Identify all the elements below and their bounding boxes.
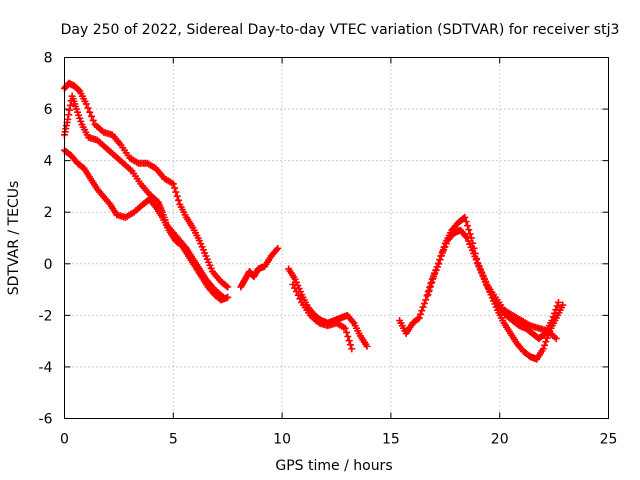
data-point — [420, 299, 428, 307]
data-point — [224, 293, 232, 301]
data-point — [433, 263, 441, 271]
series-segment-d — [237, 244, 282, 291]
data-point — [291, 284, 299, 292]
data-point — [65, 111, 73, 119]
data-point — [274, 244, 282, 252]
data-point — [169, 180, 177, 188]
data-point — [461, 213, 469, 221]
series-trace-a — [61, 79, 232, 291]
data-point — [348, 345, 356, 353]
data-point — [552, 306, 560, 314]
data-point — [66, 106, 74, 114]
series-segment-f — [289, 280, 356, 353]
data-point — [66, 101, 74, 109]
data-point — [84, 104, 92, 112]
data-point — [75, 86, 83, 94]
y-tick-label: -4 — [39, 360, 53, 376]
data-point — [224, 283, 232, 291]
data-point — [64, 115, 72, 123]
y-tick-label: 6 — [44, 102, 53, 118]
data-point — [363, 342, 371, 350]
data-point — [415, 314, 423, 322]
data-point — [548, 317, 556, 325]
data-point — [541, 341, 549, 349]
data-point — [552, 335, 560, 343]
data-point — [414, 315, 422, 323]
data-point — [343, 328, 351, 336]
data-point — [549, 313, 557, 321]
series-trace-c — [61, 146, 232, 304]
tick-labels: 0 5 10 15 20 25 -6 -4 -2 0 2 4 6 8 — [39, 51, 618, 448]
grid-lines — [64, 57, 609, 419]
data-point — [346, 341, 354, 349]
series-trace-b — [61, 92, 227, 301]
data-point — [345, 337, 353, 345]
data-point — [344, 333, 352, 341]
data-point — [173, 192, 181, 200]
data-point — [465, 226, 473, 234]
data-point — [551, 309, 559, 317]
data-point — [428, 278, 436, 286]
data-point — [427, 282, 435, 290]
data-point — [416, 310, 424, 318]
data-point — [422, 296, 430, 304]
x-tick-label: 0 — [60, 432, 69, 448]
data-point — [542, 338, 550, 346]
data-point — [462, 217, 470, 225]
data-point — [423, 292, 431, 300]
x-tick-label: 20 — [491, 432, 509, 448]
data-point — [429, 274, 437, 282]
y-tick-label: 4 — [44, 154, 53, 170]
data-point — [436, 256, 444, 264]
x-tick-label: 25 — [600, 432, 618, 448]
data-point — [341, 324, 349, 332]
y-tick-label: 0 — [44, 257, 53, 273]
data-point — [171, 184, 179, 192]
data-points — [61, 79, 567, 363]
data-point — [294, 291, 302, 299]
data-point — [172, 188, 180, 196]
data-point — [463, 222, 471, 230]
plot-frame — [64, 57, 609, 419]
data-point — [539, 345, 547, 353]
data-point — [296, 295, 304, 303]
data-point — [82, 100, 90, 108]
y-axis-label: SDTVAR / TECUs — [6, 181, 22, 296]
data-point — [222, 282, 230, 290]
x-tick-label: 5 — [169, 432, 178, 448]
series-segment-e — [285, 265, 371, 350]
data-point — [559, 301, 567, 309]
data-point — [175, 196, 183, 204]
y-tick-label: -2 — [39, 308, 53, 324]
data-point — [434, 259, 442, 267]
data-point — [86, 108, 94, 116]
data-point — [543, 334, 551, 342]
y-tick-label: -6 — [39, 412, 53, 428]
x-axis-label: GPS time / hours — [275, 458, 392, 474]
data-point — [430, 270, 438, 278]
data-point — [292, 288, 300, 296]
series-segment-i — [483, 280, 560, 343]
data-point — [87, 112, 95, 120]
data-point — [432, 266, 440, 274]
data-point — [89, 116, 97, 124]
y-tick-label: 8 — [44, 51, 53, 67]
data-point — [466, 230, 474, 238]
data-point — [418, 307, 426, 315]
x-tick-label: 15 — [382, 432, 400, 448]
chart-title: Day 250 of 2022, Sidereal Day-to-day VTE… — [61, 22, 620, 38]
x-tick-label: 10 — [273, 432, 291, 448]
data-point — [553, 302, 561, 310]
data-point — [554, 298, 562, 306]
data-point — [289, 280, 297, 288]
data-point — [424, 291, 432, 299]
data-point — [419, 303, 427, 311]
y-tick-label: 2 — [44, 205, 53, 221]
data-point — [425, 287, 433, 295]
series-segment-h — [424, 226, 562, 343]
